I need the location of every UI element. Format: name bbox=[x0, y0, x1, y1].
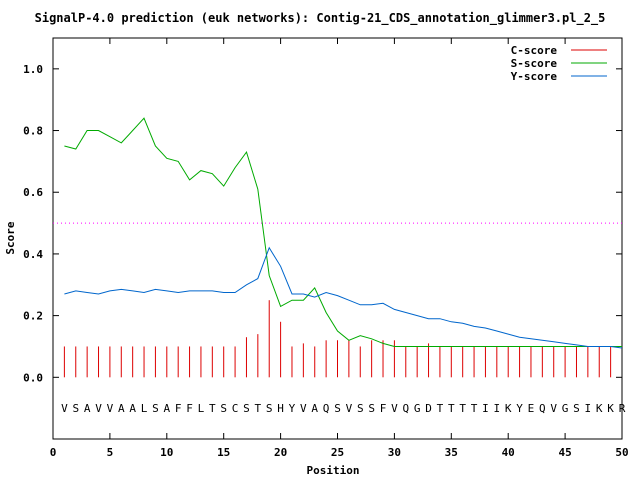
axis-ticks: 0 5 10 15 20 25 30 35 40 45 50 0.0 0.2 0.4 0.6 0.8 1.0 bbox=[23, 38, 629, 459]
residue-label: F bbox=[175, 402, 182, 415]
residue-label: F bbox=[380, 402, 387, 415]
legend-label: Y-score bbox=[511, 70, 558, 83]
score-lines bbox=[64, 117, 623, 349]
residue-label: S bbox=[334, 402, 341, 415]
residue-label: V bbox=[346, 402, 353, 415]
residue-label: S bbox=[573, 402, 580, 415]
residue-label: S bbox=[266, 402, 273, 415]
residue-label: R bbox=[619, 402, 626, 415]
residue-label: T bbox=[209, 402, 216, 415]
chart-title: SignalP-4.0 prediction (euk networks): C… bbox=[35, 11, 606, 26]
residue-label: S bbox=[368, 402, 375, 415]
y-tick-label: 0.6 bbox=[23, 186, 43, 199]
residue-label: L bbox=[141, 402, 148, 415]
residue-label: S bbox=[220, 402, 227, 415]
residue-label: F bbox=[186, 402, 193, 415]
x-tick-label: 35 bbox=[445, 446, 458, 459]
x-tick-label: 45 bbox=[558, 446, 571, 459]
s-score-line bbox=[64, 117, 622, 347]
x-tick-label: 40 bbox=[502, 446, 515, 459]
residue-label: K bbox=[505, 402, 512, 415]
c-score-bars bbox=[63, 300, 612, 378]
residue-label: Y bbox=[516, 402, 523, 415]
residue-label: T bbox=[437, 402, 444, 415]
plot-area bbox=[52, 37, 623, 440]
residue-label: G bbox=[414, 402, 421, 415]
residue-label: A bbox=[311, 402, 318, 415]
residue-label: A bbox=[84, 402, 91, 415]
x-tick-label: 25 bbox=[331, 446, 344, 459]
residue-label: T bbox=[255, 402, 262, 415]
residue-label: V bbox=[95, 402, 102, 415]
legend-label: C-score bbox=[511, 44, 558, 57]
residue-label: K bbox=[596, 402, 603, 415]
residue-label: V bbox=[550, 402, 557, 415]
residue-label: D bbox=[425, 402, 432, 415]
residue-label: G bbox=[562, 402, 569, 415]
residue-label: I bbox=[482, 402, 489, 415]
x-axis-label: Position bbox=[307, 464, 360, 477]
x-tick-label: 10 bbox=[160, 446, 173, 459]
y-tick-label: 0.4 bbox=[23, 248, 43, 261]
residue-label: Q bbox=[402, 402, 409, 415]
x-tick-label: 30 bbox=[388, 446, 401, 459]
residue-label: T bbox=[471, 402, 478, 415]
residue-label: S bbox=[72, 402, 79, 415]
x-tick-label: 15 bbox=[217, 446, 230, 459]
residue-label: L bbox=[198, 402, 205, 415]
residue-label: Q bbox=[539, 402, 546, 415]
x-tick-label: 5 bbox=[107, 446, 114, 459]
residue-label: Q bbox=[323, 402, 330, 415]
y-tick-label: 0.0 bbox=[23, 371, 43, 384]
y-score-line bbox=[64, 246, 623, 349]
residue-label: A bbox=[163, 402, 170, 415]
y-tick-label: 0.8 bbox=[23, 125, 43, 138]
residue-label: S bbox=[243, 402, 250, 415]
residue-label: T bbox=[459, 402, 466, 415]
residue-label: Y bbox=[289, 402, 296, 415]
x-tick-label: 0 bbox=[50, 446, 57, 459]
legend-label: S-score bbox=[511, 57, 558, 70]
y-tick-label: 1.0 bbox=[23, 63, 43, 76]
residue-label: V bbox=[391, 402, 398, 415]
y-axis-label: Score bbox=[4, 221, 17, 254]
residue-label: S bbox=[152, 402, 159, 415]
x-tick-label: 20 bbox=[274, 446, 287, 459]
y-tick-label: 0.2 bbox=[23, 310, 43, 323]
residue-label: V bbox=[61, 402, 68, 415]
residue-label: E bbox=[528, 402, 535, 415]
residue-label: V bbox=[300, 402, 307, 415]
residue-label: K bbox=[607, 402, 614, 415]
residue-label: V bbox=[107, 402, 114, 415]
residue-label: I bbox=[494, 402, 501, 415]
residue-label: I bbox=[585, 402, 592, 415]
residue-label: H bbox=[277, 402, 284, 415]
x-tick-label: 50 bbox=[615, 446, 628, 459]
residue-label: A bbox=[118, 402, 125, 415]
residue-label: S bbox=[357, 402, 364, 415]
residue-label: A bbox=[129, 402, 136, 415]
residue-label: T bbox=[448, 402, 455, 415]
residue-label: C bbox=[232, 402, 239, 415]
